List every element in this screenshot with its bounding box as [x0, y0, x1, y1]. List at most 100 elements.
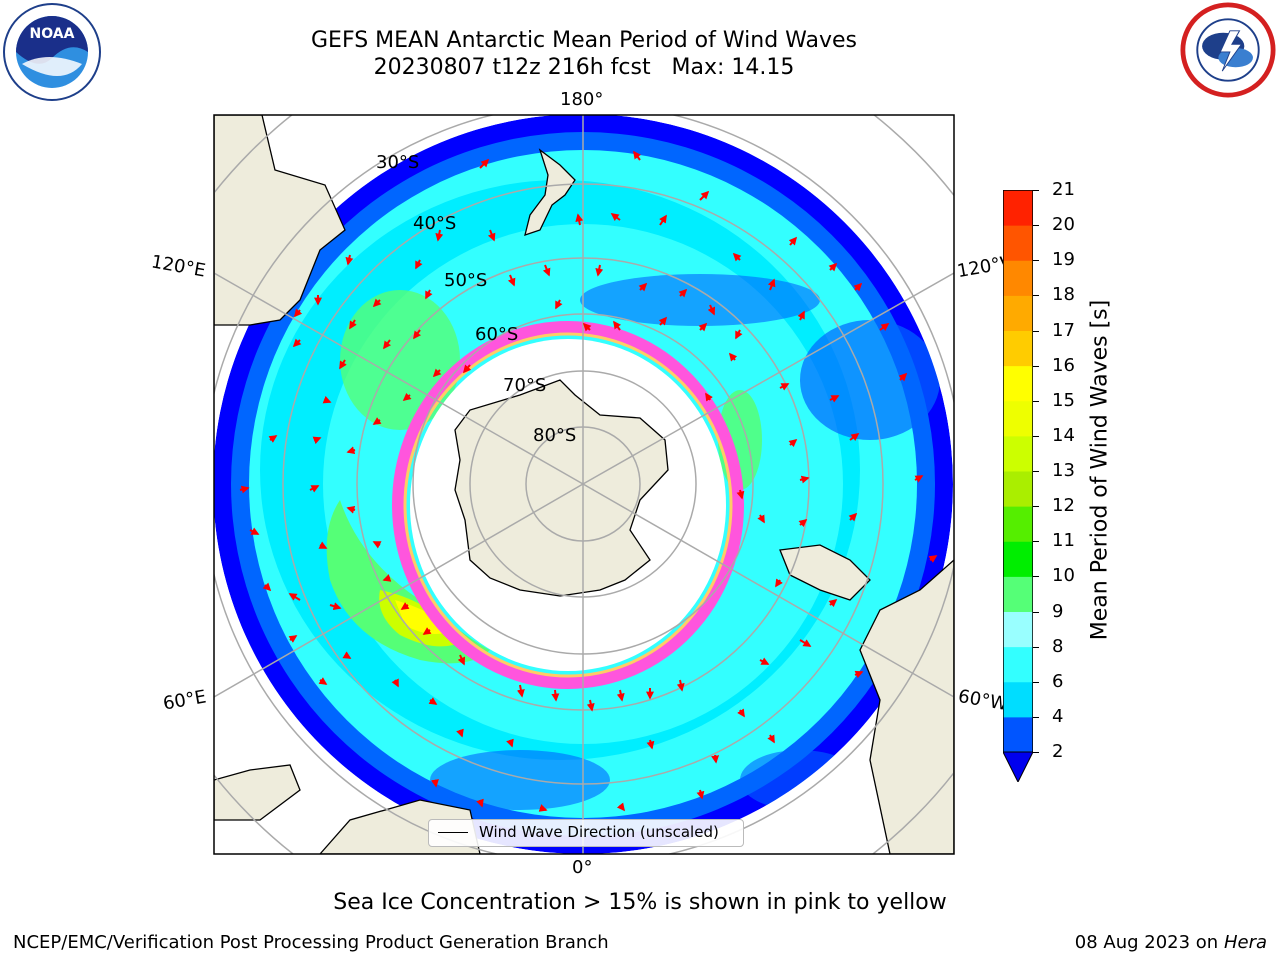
arrow [646, 739, 655, 750]
map-frame [213, 114, 955, 855]
colorbar-tick-mark [1033, 752, 1039, 753]
arrow [457, 654, 466, 666]
colorbar-tick-mark [1033, 400, 1039, 402]
arrow [757, 514, 765, 524]
arrow [788, 236, 798, 246]
arrow [542, 264, 551, 277]
arrow [575, 213, 584, 226]
colorbar-tick-label: 12 [1052, 495, 1075, 517]
colorbar-tick-label: 4 [1052, 705, 1064, 727]
arrow [262, 582, 272, 592]
sea-ice-note: Sea Ice Concentration > 15% is shown in … [333, 890, 947, 915]
arrow [799, 475, 810, 484]
arrow [788, 438, 798, 448]
footer-host: Hera [1223, 932, 1267, 953]
colorbar-swatch [1003, 400, 1033, 437]
arrow [707, 304, 716, 316]
colorbar-swatch [1003, 576, 1033, 612]
land-masses [214, 115, 954, 854]
arrow [428, 697, 438, 705]
colorbar-swatch [1003, 190, 1033, 226]
arrow [555, 299, 563, 310]
arrow [849, 433, 860, 442]
arrow [462, 364, 472, 374]
arrow [616, 802, 625, 812]
arrow [382, 574, 392, 582]
lat-label-70s: 70°S [503, 375, 547, 396]
noaa-logo-text: NOAA [30, 26, 75, 42]
colorbar-tick-mark [1033, 576, 1039, 578]
arrow [318, 541, 328, 549]
arrow [767, 734, 775, 744]
colorbar-swatch [1003, 330, 1033, 367]
colorbar-swatch [1003, 506, 1033, 542]
arrow [312, 436, 322, 445]
colorbar-swatch [1003, 541, 1033, 577]
arrow [322, 395, 332, 404]
arrow [435, 229, 444, 242]
colorbar-tick-label: 2 [1052, 741, 1064, 762]
arrow [854, 670, 864, 679]
arrow [345, 254, 354, 266]
arrow [288, 593, 301, 601]
arrow [506, 738, 514, 748]
arrow [372, 298, 382, 308]
arrow [698, 322, 708, 332]
tierra-del-fuego-land [779, 544, 871, 601]
colorbar-swatch [1003, 471, 1033, 507]
arrow [848, 512, 858, 522]
colorbar-tick-mark [1033, 260, 1039, 262]
arrow [853, 282, 863, 292]
arrow [249, 527, 260, 535]
arrow [797, 310, 805, 321]
south-america-land [859, 559, 954, 854]
colorbar-tick-label: 21 [1052, 179, 1075, 200]
arrow [292, 338, 302, 348]
colorbar-tick-mark [1033, 190, 1039, 191]
colorbar-tick-label: 17 [1052, 319, 1075, 341]
arrow [829, 395, 840, 403]
lon-label-0: 0° [572, 857, 593, 878]
legend-line-icon [438, 832, 468, 833]
colorbar [1002, 189, 1034, 784]
noaa-logo-icon: NOAA [3, 3, 101, 101]
colorbar-tick-label: 8 [1052, 635, 1064, 657]
arrow [432, 368, 442, 378]
arrow [779, 383, 790, 391]
colorbar-title: Mean Period of Wind Waves [s] [1087, 299, 1113, 641]
arrow [309, 485, 320, 493]
arrow [372, 417, 382, 425]
colorbar-swatch [1003, 611, 1033, 648]
chart-title: GEFS MEAN Antarctic Mean Period of Wind … [311, 28, 857, 53]
arrow [538, 804, 548, 812]
colorbar-swatch [1003, 681, 1033, 718]
colorbar-tick-label: 11 [1052, 530, 1075, 552]
legend-label: Wind Wave Direction (unscaled) [479, 823, 719, 841]
arrow [633, 150, 642, 161]
chart-subtitle: 20230807 t12z 216h fcst Max: 14.15 [373, 55, 795, 80]
arrow [402, 392, 412, 402]
arrow [658, 316, 668, 326]
arrow [638, 282, 648, 292]
arrow [487, 229, 496, 242]
lat-label-60s: 60°S [475, 324, 519, 345]
colorbar-swatch [1003, 295, 1033, 331]
arrow [678, 288, 688, 298]
nws-logo-icon [1180, 2, 1276, 98]
arrow [425, 289, 433, 300]
arrow [737, 708, 745, 718]
colorbar-tick-label: 16 [1052, 354, 1075, 376]
colorbar-swatch [1003, 225, 1033, 261]
colorbar-tick-label: 19 [1052, 249, 1075, 271]
arrow [329, 602, 342, 610]
colorbar-tick-mark [1033, 295, 1039, 297]
arrow [507, 274, 516, 287]
arrow [383, 339, 392, 350]
arrow [928, 555, 938, 563]
colorbar-tick-label: 15 [1052, 389, 1075, 411]
colorbar-swatches [1002, 189, 1034, 784]
arrow [676, 679, 685, 692]
colorbar-tick-mark [1033, 435, 1039, 437]
arrow [767, 278, 776, 291]
lat-label-80s: 80°S [533, 425, 577, 446]
